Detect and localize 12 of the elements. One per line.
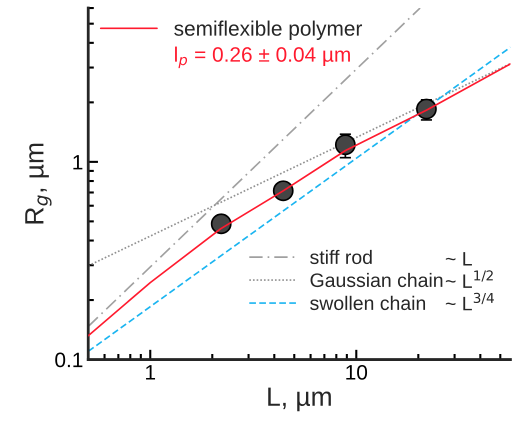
y-tick-label: 0.1 <box>55 352 82 368</box>
x-axis-title: L, µm <box>268 388 331 412</box>
legend-label: Gaussian chain <box>310 272 442 288</box>
y-axis-title: R$_{g}$, µm <box>25 144 52 224</box>
annotation: ~ L$^{3/4}$ <box>446 292 494 310</box>
annotation: ~ L <box>446 252 472 266</box>
x-tick-label: 10 <box>346 364 368 380</box>
annotation: l$_{p}$ = 0.26 ± 0.04 µm <box>175 46 350 68</box>
legend-label: swollen chain <box>310 296 426 310</box>
annotation: ~ L$^{1/2}$ <box>446 270 493 288</box>
legend-label: stiff rod <box>310 250 372 264</box>
legend-label: semiflexible polymer <box>174 20 362 40</box>
